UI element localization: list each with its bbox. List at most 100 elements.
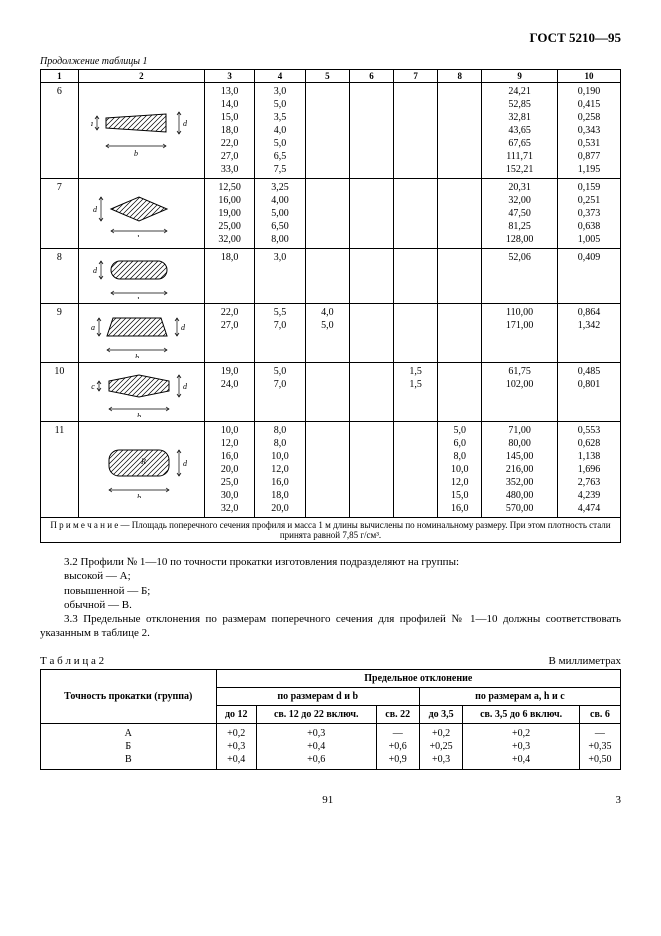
table-row: 10 b d c 19,0 24,05,0 7,0 1,5 1,5 61,75 10…	[41, 363, 621, 422]
t2-val-0: +0,2 +0,3 +0,4	[216, 723, 256, 769]
profile-8-icon: b d	[91, 253, 191, 299]
table-1: 1 2 3 4 5 6 7 8 9 10 6 b d a 13,0 14,0 1…	[40, 69, 621, 543]
cell-c10: 0,553 0,628 1,138 1,696 2,763 4,239 4,47…	[557, 422, 620, 518]
cell-c7	[394, 422, 438, 518]
cell-n: 9	[41, 304, 79, 363]
t2-sub-db-2: св. 22	[376, 705, 419, 723]
profile-11-icon: R b d	[91, 442, 191, 498]
t1-caption: Продолжение таблицы 1	[40, 56, 621, 67]
cell-c5	[305, 363, 349, 422]
t2-data-row: А Б В+0,2 +0,3 +0,4+0,3 +0,4 +0,6— +0,6 …	[41, 723, 621, 769]
cell-c8	[438, 249, 482, 304]
cell-c7	[394, 83, 438, 179]
footer-right: 3	[616, 794, 622, 806]
t2-group-cell: А Б В	[41, 723, 217, 769]
cell-c4: 5,5 7,0	[255, 304, 305, 363]
svg-text:d: d	[93, 266, 98, 275]
cell-c6	[349, 249, 393, 304]
para-3-2c: обычной — В.	[40, 598, 621, 612]
cell-c3: 10,0 12,0 16,0 20,0 25,0 30,0 32,0	[204, 422, 254, 518]
t2-h-group: Точность прокатки (группа)	[41, 669, 217, 723]
cell-c8: 5,0 6,0 8,0 10,0 12,0 15,0 16,0	[438, 422, 482, 518]
cell-n: 7	[41, 179, 79, 249]
table-2: Точность прокатки (группа) Предельное от…	[40, 669, 621, 770]
cell-c4: 3,0	[255, 249, 305, 304]
t1-col-10: 10	[557, 70, 620, 83]
cell-c4: 8,0 8,0 10,0 12,0 16,0 18,0 20,0	[255, 422, 305, 518]
t1-col-7: 7	[394, 70, 438, 83]
t2-sub-ahc-0: до 3,5	[419, 705, 463, 723]
cell-profile: b d a	[78, 83, 204, 179]
svg-text:d: d	[183, 459, 188, 468]
cell-c10: 0,190 0,415 0,258 0,343 0,531 0,877 1,19…	[557, 83, 620, 179]
cell-c9: 52,06	[482, 249, 558, 304]
t1-col-4: 4	[255, 70, 305, 83]
cell-c10: 0,864 1,342	[557, 304, 620, 363]
cell-profile: b d a	[78, 304, 204, 363]
svg-text:b: b	[137, 296, 141, 299]
cell-c8	[438, 179, 482, 249]
cell-c7	[394, 179, 438, 249]
t2-sub-db-1: св. 12 до 22 включ.	[256, 705, 376, 723]
cell-c7: 1,5 1,5	[394, 363, 438, 422]
t1-note: П р и м е ч а н и е — Площадь поперечног…	[41, 518, 621, 543]
para-3-2b: повышенной — Б;	[40, 584, 621, 598]
cell-c4: 3,25 4,00 5,00 6,50 8,00	[255, 179, 305, 249]
profile-9-icon: b d a	[91, 308, 191, 358]
t2-sub-ahc-1: св. 3,5 до 6 включ.	[463, 705, 579, 723]
table-row: 7 b d 12,50 16,00 19,00 25,00 32,003,25 …	[41, 179, 621, 249]
cell-c5	[305, 83, 349, 179]
profile-6-icon: b d a	[91, 106, 191, 156]
t2-h-db: по размерам d и b	[216, 687, 419, 705]
cell-n: 10	[41, 363, 79, 422]
svg-text:d: d	[183, 382, 188, 391]
t1-header-row: 1 2 3 4 5 6 7 8 9 10	[41, 70, 621, 83]
t2-units: В миллиметрах	[549, 655, 621, 667]
t1-col-6: 6	[349, 70, 393, 83]
t2-val-5: — +0,35 +0,50	[579, 723, 620, 769]
t1-col-1: 1	[41, 70, 79, 83]
cell-c6	[349, 363, 393, 422]
table-row: 9 b d a 22,0 27,05,5 7,04,0 5,0110,00 17…	[41, 304, 621, 363]
profile-7-icon: b d	[91, 191, 191, 237]
cell-c6	[349, 422, 393, 518]
table-row: 6 b d a 13,0 14,0 15,0 18,0 22,0 27,0 33…	[41, 83, 621, 179]
doc-title: ГОСТ 5210—95	[40, 30, 621, 46]
cell-c4: 3,0 5,0 3,5 4,0 5,0 6,5 7,5	[255, 83, 305, 179]
cell-c3: 12,50 16,00 19,00 25,00 32,00	[204, 179, 254, 249]
cell-c10: 0,409	[557, 249, 620, 304]
t2-val-2: — +0,6 +0,9	[376, 723, 419, 769]
cell-c8	[438, 304, 482, 363]
cell-c8	[438, 363, 482, 422]
cell-c10: 0,485 0,801	[557, 363, 620, 422]
cell-n: 8	[41, 249, 79, 304]
cell-c3: 13,0 14,0 15,0 18,0 22,0 27,0 33,0	[204, 83, 254, 179]
cell-c9: 61,75 102,00	[482, 363, 558, 422]
cell-c3: 19,0 24,0	[204, 363, 254, 422]
t1-col-2: 2	[78, 70, 204, 83]
t1-col-5: 5	[305, 70, 349, 83]
cell-c6	[349, 179, 393, 249]
body-text: 3.2 Профили № 1—10 по точности прокатки …	[40, 555, 621, 641]
t2-val-3: +0,2 +0,25 +0,3	[419, 723, 463, 769]
cell-c6	[349, 83, 393, 179]
t2-val-1: +0,3 +0,4 +0,6	[256, 723, 376, 769]
t1-col-9: 9	[482, 70, 558, 83]
svg-text:d: d	[93, 205, 98, 214]
t1-note-row: П р и м е ч а н и е — Площадь поперечног…	[41, 518, 621, 543]
cell-c4: 5,0 7,0	[255, 363, 305, 422]
svg-text:b: b	[135, 353, 139, 358]
cell-n: 6	[41, 83, 79, 179]
cell-profile: b d c	[78, 363, 204, 422]
cell-c5	[305, 422, 349, 518]
svg-text:d: d	[183, 119, 188, 128]
t2-val-4: +0,2 +0,3 +0,4	[463, 723, 579, 769]
t1-col-8: 8	[438, 70, 482, 83]
para-3-2: 3.2 Профили № 1—10 по точности прокатки …	[40, 555, 621, 569]
para-3-3: 3.3 Предельные отклонения по размерам по…	[40, 612, 621, 641]
cell-c9: 110,00 171,00	[482, 304, 558, 363]
table-row: 8 b d 18,03,052,060,409	[41, 249, 621, 304]
cell-c8	[438, 83, 482, 179]
cell-c10: 0,159 0,251 0,373 0,638 1,005	[557, 179, 620, 249]
svg-text:c: c	[92, 382, 96, 391]
